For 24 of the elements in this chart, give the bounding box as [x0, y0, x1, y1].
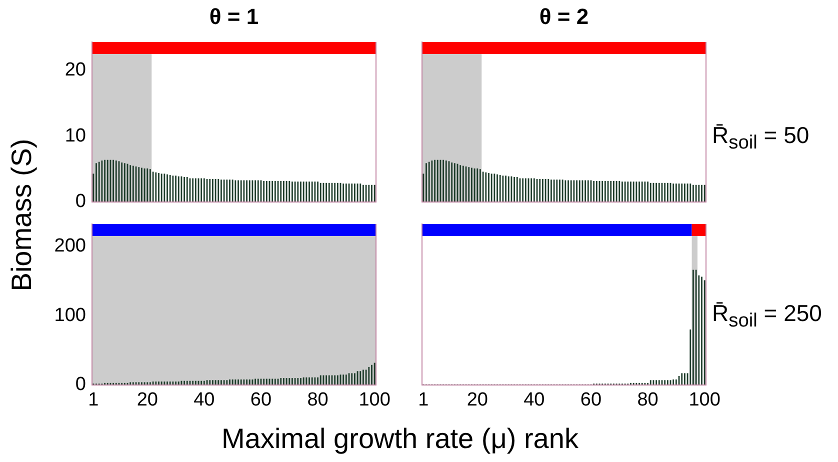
chart-title: θ = 2 — [538, 4, 590, 30]
x-tick-label: 1 — [88, 390, 99, 411]
y-tick-label: 20 — [64, 60, 86, 81]
y-tick-label: 200 — [54, 235, 86, 256]
x-tick-label: 80 — [307, 390, 328, 411]
x-tick-label: 100 — [358, 390, 390, 411]
x-axis-title: Maximal growth rate (μ) rank — [220, 423, 580, 455]
x-tick-label: 1 — [418, 390, 429, 411]
y-axis-title: Biomass (S) — [6, 138, 38, 292]
x-tick-label: 20 — [466, 390, 488, 411]
x-tick-label: 40 — [194, 390, 215, 411]
chart-title: θ = 1 — [208, 4, 260, 30]
y-tick-label: 10 — [64, 125, 86, 146]
x-tick-label: 60 — [580, 390, 602, 411]
y-tick-label: 0 — [75, 191, 86, 212]
y-tick-label: 0 — [75, 374, 86, 396]
x-tick-label: 40 — [524, 390, 545, 411]
text: R̄$_{soil}$ = 250 — [712, 300, 822, 333]
x-tick-label: 100 — [688, 390, 720, 411]
y-tick-label: 100 — [54, 304, 86, 326]
text: R̄$_{soil}$ = 50 — [712, 122, 810, 155]
x-tick-label: 80 — [637, 390, 658, 411]
x-tick-label: 20 — [136, 390, 158, 411]
x-tick-label: 60 — [250, 390, 272, 411]
